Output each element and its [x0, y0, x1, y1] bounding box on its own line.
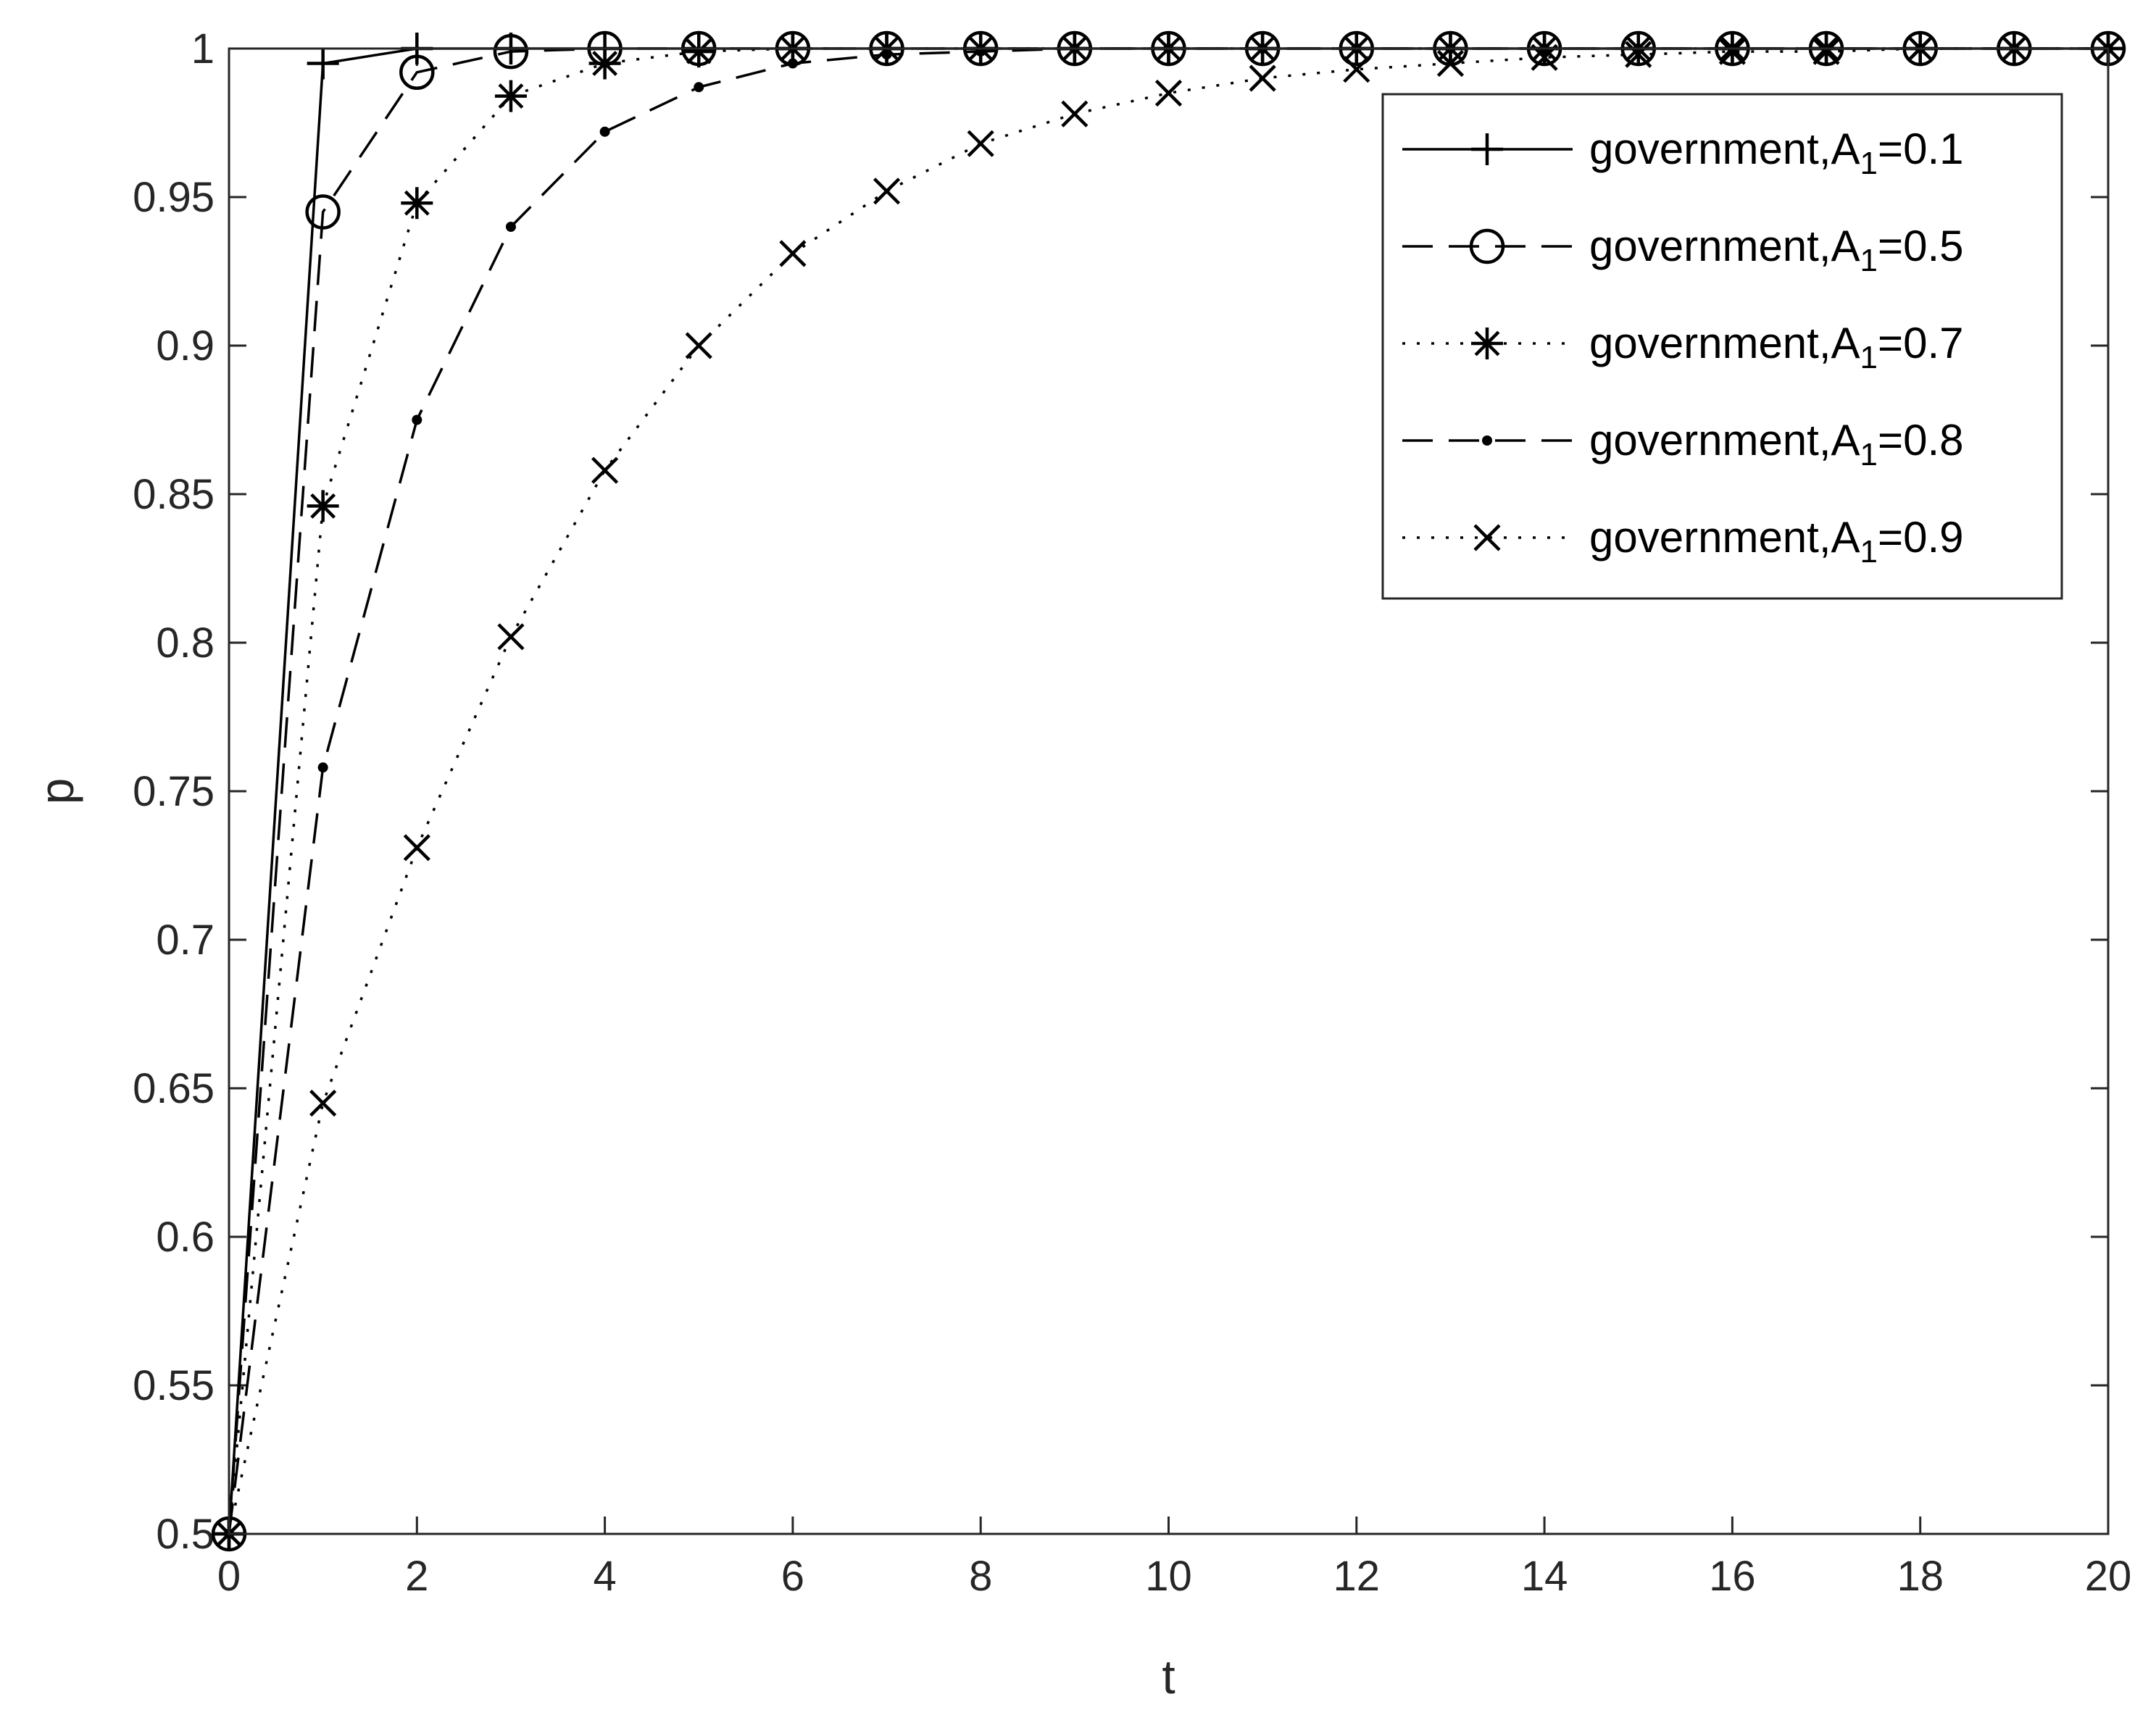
data-point: [683, 36, 715, 68]
y-tick-label: 0.9: [156, 322, 215, 370]
x-axis-label: t: [1162, 1650, 1175, 1703]
data-point: [1343, 56, 1370, 83]
data-point: [317, 762, 328, 773]
data-point: [967, 130, 994, 157]
y-tick-label: 0.5: [156, 1511, 215, 1558]
data-point: [401, 187, 433, 220]
legend-label: government,A1=0.9: [1589, 513, 1963, 570]
y-tick-label: 0.65: [133, 1065, 215, 1112]
y-tick-label: 0.8: [156, 619, 215, 667]
data-point: [307, 47, 339, 80]
legend-entry: government,A1=0.1: [1402, 125, 1963, 181]
x-tick-label: 12: [1333, 1553, 1381, 1600]
x-tick-label: 16: [1709, 1553, 1756, 1600]
y-tick-label: 0.95: [133, 174, 215, 221]
legend-marker: [1471, 133, 1503, 165]
data-point: [873, 178, 901, 205]
data-point: [685, 332, 712, 359]
x-tick-label: 18: [1897, 1553, 1944, 1600]
data-point: [399, 54, 435, 91]
data-point: [881, 49, 892, 60]
data-point: [787, 58, 798, 69]
x-tick-label: 2: [405, 1553, 428, 1600]
data-point: [1249, 64, 1276, 92]
data-point: [694, 82, 704, 93]
plot-area-frame: [228, 47, 2110, 1535]
data-point: [403, 834, 430, 862]
data-point: [588, 47, 621, 80]
y-tick-label: 0.75: [133, 768, 215, 815]
legend-label: government,A1=0.8: [1589, 416, 1963, 472]
data-point: [591, 456, 619, 484]
y-axis-label: p: [30, 778, 83, 805]
data-point: [307, 490, 339, 522]
data-point: [1154, 79, 1183, 107]
x-tick-label: 6: [781, 1553, 804, 1600]
data-point: [309, 1089, 337, 1117]
x-tick-label: 14: [1521, 1553, 1568, 1600]
y-tick-label: 1: [191, 25, 215, 72]
data-point: [599, 126, 610, 137]
y-tick-label: 0.7: [156, 917, 215, 964]
data-point: [497, 623, 525, 651]
data-point: [1061, 100, 1089, 128]
legend-marker: [1469, 228, 1505, 264]
y-tick-label: 0.6: [156, 1214, 215, 1261]
legend-entry: government,A1=0.9: [1402, 513, 1963, 570]
data-point: [779, 240, 807, 267]
x-tick-label: 8: [969, 1553, 992, 1600]
data-point: [493, 33, 529, 70]
legend-marker: [1471, 328, 1503, 359]
x-tick-label: 20: [2085, 1553, 2132, 1600]
data-point: [505, 222, 516, 232]
legend-entry: government,A1=0.5: [1402, 222, 1963, 278]
data-point: [1812, 38, 1840, 65]
legend-marker: [1473, 524, 1501, 551]
axis-ticks: 0 2 4 6 8 10 12 14 16 18 20 0.5 0.55 0.6 0.65 0.7 0.75 0.…: [133, 25, 2131, 1600]
y-tick-label: 0.85: [133, 471, 215, 518]
legend-marker: [1482, 435, 1492, 446]
data-point: [305, 194, 341, 230]
y-tick-label: 0.55: [133, 1362, 215, 1409]
data-point: [412, 414, 423, 425]
series-line: [228, 47, 2108, 1535]
x-tick-label: 10: [1145, 1553, 1192, 1600]
legend-label: government,A1=0.5: [1589, 222, 1963, 278]
legend: government,A1=0.1 government,A1=0.5 govern…: [1381, 93, 2063, 600]
data-point: [1436, 49, 1465, 78]
x-tick-label: 0: [217, 1553, 241, 1600]
legend-label: government,A1=0.1: [1589, 125, 1963, 181]
data-point: [1718, 38, 1746, 65]
x-tick-label: 4: [593, 1553, 616, 1600]
legend-entry: government,A1=0.7: [1402, 319, 1963, 375]
data-point: [494, 80, 527, 112]
legend-entry: government,A1=0.8: [1402, 416, 1963, 472]
legend-label: government,A1=0.7: [1589, 319, 1963, 375]
legend-box: [1381, 93, 2063, 600]
series-5: [215, 35, 2122, 1548]
data-point: [1625, 41, 1652, 68]
